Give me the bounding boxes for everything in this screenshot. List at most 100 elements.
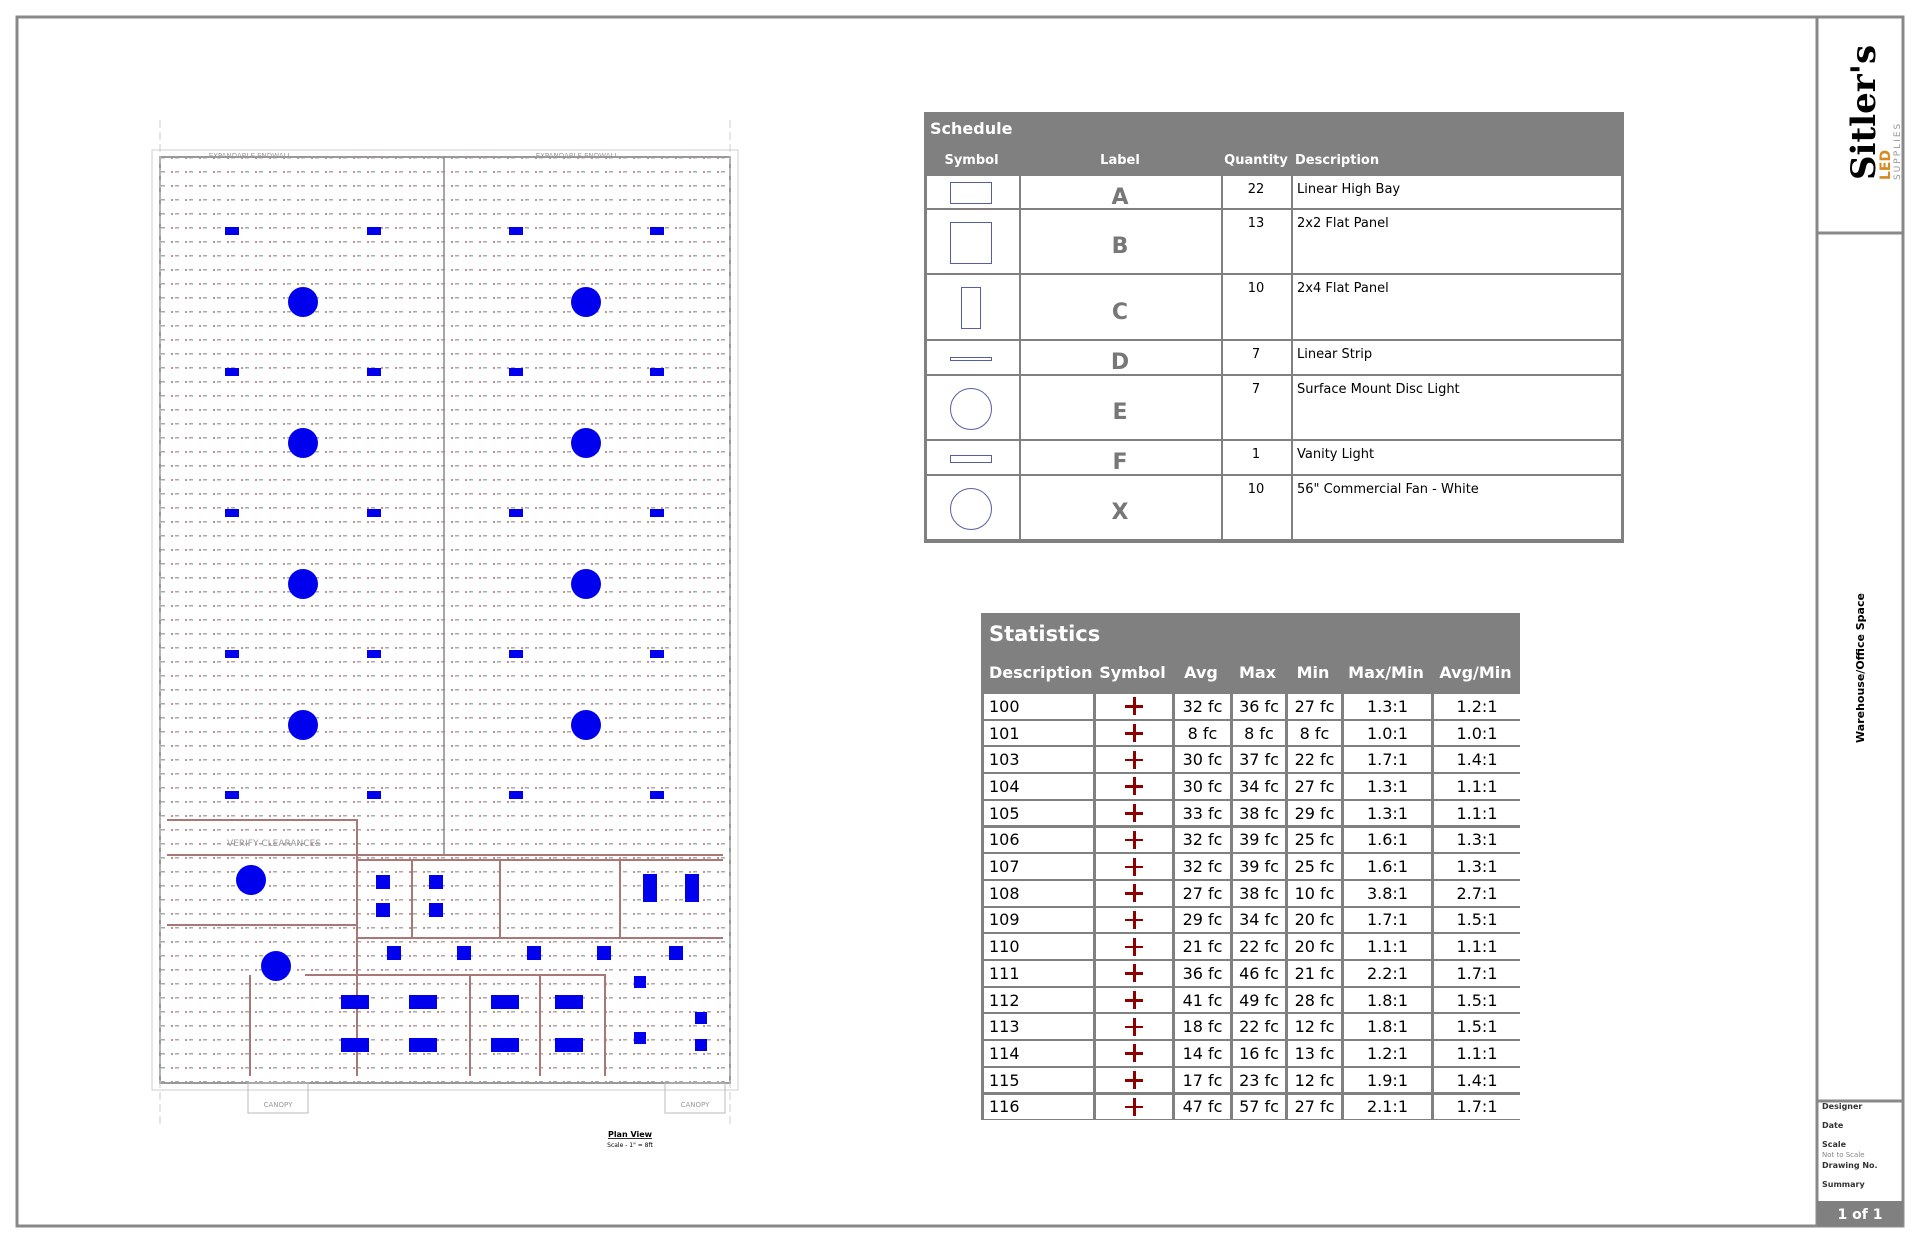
symbol-shape: [950, 221, 992, 264]
plus-v: [1133, 750, 1136, 769]
statistics-cell: [1096, 880, 1172, 906]
fixture-a: [650, 227, 664, 235]
plus-v: [1133, 964, 1136, 983]
statistics-cell: 33 fc: [1175, 800, 1230, 826]
schedule-col-line: [1019, 476, 1021, 541]
statistics-cell: 34 fc: [1233, 774, 1285, 799]
statistics-cell: [1096, 694, 1172, 719]
statistics-header: Max: [1238, 663, 1277, 682]
statistics-cell: 21 fc: [1288, 961, 1341, 986]
schedule-quantity: 10: [1247, 280, 1265, 296]
statistics-cell: 32 fc: [1175, 854, 1230, 879]
statistics-cell: 13 fc: [1288, 1041, 1341, 1066]
fixture-b: [695, 1039, 707, 1051]
statistics-cell: 1.8:1: [1344, 1014, 1431, 1040]
statistics-cell: 1.5:1: [1434, 907, 1520, 933]
symbol-plus: [1125, 1017, 1143, 1036]
statistics-cell: 25 fc: [1288, 827, 1341, 853]
fixture-c: [491, 995, 519, 1009]
schedule-quantity: 13: [1247, 215, 1265, 231]
plus-v: [1133, 804, 1136, 823]
fixture-a: [650, 509, 664, 517]
fan: [571, 569, 601, 599]
statistics-cell: 8 fc: [1175, 720, 1230, 746]
schedule-description: Surface Mount Disc Light: [1297, 381, 1460, 397]
statistics-cell: 1.1:1: [1434, 1041, 1520, 1066]
plus-v: [1133, 830, 1136, 849]
schedule-quantity: 1: [1251, 446, 1261, 462]
statistics-cell: 17 fc: [1175, 1067, 1230, 1093]
statistics-cell: 27 fc: [1175, 880, 1230, 906]
statistics-cell: 1.3:1: [1434, 854, 1520, 879]
project-name: Warehouse/Office Space: [1854, 593, 1867, 743]
statistics-cell: 1.7:1: [1344, 907, 1431, 933]
fixture-a: [367, 368, 381, 376]
statistics-cell: 1.9:1: [1344, 1067, 1431, 1093]
statistics-cell: 29 fc: [1175, 907, 1230, 933]
schedule-col-line: [1291, 210, 1293, 275]
title-field: Scale: [1822, 1140, 1847, 1149]
statistics-cell: 114: [984, 1041, 1093, 1066]
fixture-b: [376, 903, 390, 917]
fan: [288, 428, 318, 458]
statistics-cell: 46 fc: [1233, 961, 1285, 986]
fixture-a: [509, 227, 523, 235]
statistics-cell: 20 fc: [1288, 934, 1341, 959]
statistics-cell: 1.2:1: [1434, 694, 1520, 719]
fixture-a: [225, 368, 239, 376]
schedule-col-line: [1221, 476, 1223, 541]
statistics-cell: 20 fc: [1288, 907, 1341, 933]
fixture-c: [409, 995, 437, 1009]
fixture-c: [643, 874, 657, 902]
title-field: Not to Scale: [1822, 1151, 1865, 1159]
statistics-cell: 37 fc: [1233, 747, 1285, 773]
schedule-col-line: [1221, 441, 1223, 476]
fixture-a: [650, 791, 664, 799]
plus-v: [1133, 884, 1136, 903]
statistics-cell: 100: [984, 694, 1093, 719]
statistics-cell: [1096, 1067, 1172, 1093]
statistics-cell: 10 fc: [1288, 880, 1341, 906]
statistics-cell: 21 fc: [1175, 934, 1230, 959]
logo: Sitler's: [1844, 45, 1884, 180]
schedule-header: Description: [1295, 152, 1380, 168]
page-number: 1 of 1: [1838, 1207, 1883, 1223]
symbol-plus: [1125, 964, 1143, 983]
schedule-description: Vanity Light: [1297, 446, 1375, 462]
schedule-col-line: [1019, 176, 1021, 210]
statistics-cell: 34 fc: [1233, 907, 1285, 933]
statistics-cell: [1096, 774, 1172, 799]
schedule-row: [924, 476, 1624, 541]
schedule-description: 2x2 Flat Panel: [1297, 215, 1389, 231]
schedule-label: D: [1110, 350, 1130, 375]
statistics-cell: 30 fc: [1175, 747, 1230, 773]
fixture-b: [695, 1012, 707, 1024]
schedule-row: [924, 176, 1624, 210]
statistics-cell: 36 fc: [1233, 694, 1285, 719]
statistics-cell: 49 fc: [1233, 987, 1285, 1013]
fixture-a: [225, 227, 239, 235]
schedule-col-line: [1221, 210, 1223, 275]
fixture-a: [650, 368, 664, 376]
statistics-cell: 109: [984, 907, 1093, 933]
plan-label: CANOPY: [264, 1101, 293, 1109]
plus-v: [1133, 857, 1136, 876]
fixture-c: [341, 995, 369, 1009]
fan: [571, 287, 601, 317]
statistics-cell: 22 fc: [1233, 934, 1285, 959]
statistics-cell: 104: [984, 774, 1093, 799]
fixture-a: [509, 368, 523, 376]
statistics-cell: 22 fc: [1233, 1014, 1285, 1040]
statistics-cell: 2.7:1: [1434, 880, 1520, 906]
fan: [288, 569, 318, 599]
symbol-plus: [1125, 1097, 1143, 1116]
statistics-cell: 36 fc: [1175, 961, 1230, 986]
fixture-b: [387, 946, 401, 960]
statistics-cell: 47 fc: [1175, 1094, 1230, 1120]
schedule-col-line: [1291, 341, 1293, 376]
logo-tag: SUPPLIES: [1893, 122, 1903, 180]
statistics-cell: 27 fc: [1288, 774, 1341, 799]
fan: [261, 951, 291, 981]
statistics-cell: 116: [984, 1094, 1093, 1120]
